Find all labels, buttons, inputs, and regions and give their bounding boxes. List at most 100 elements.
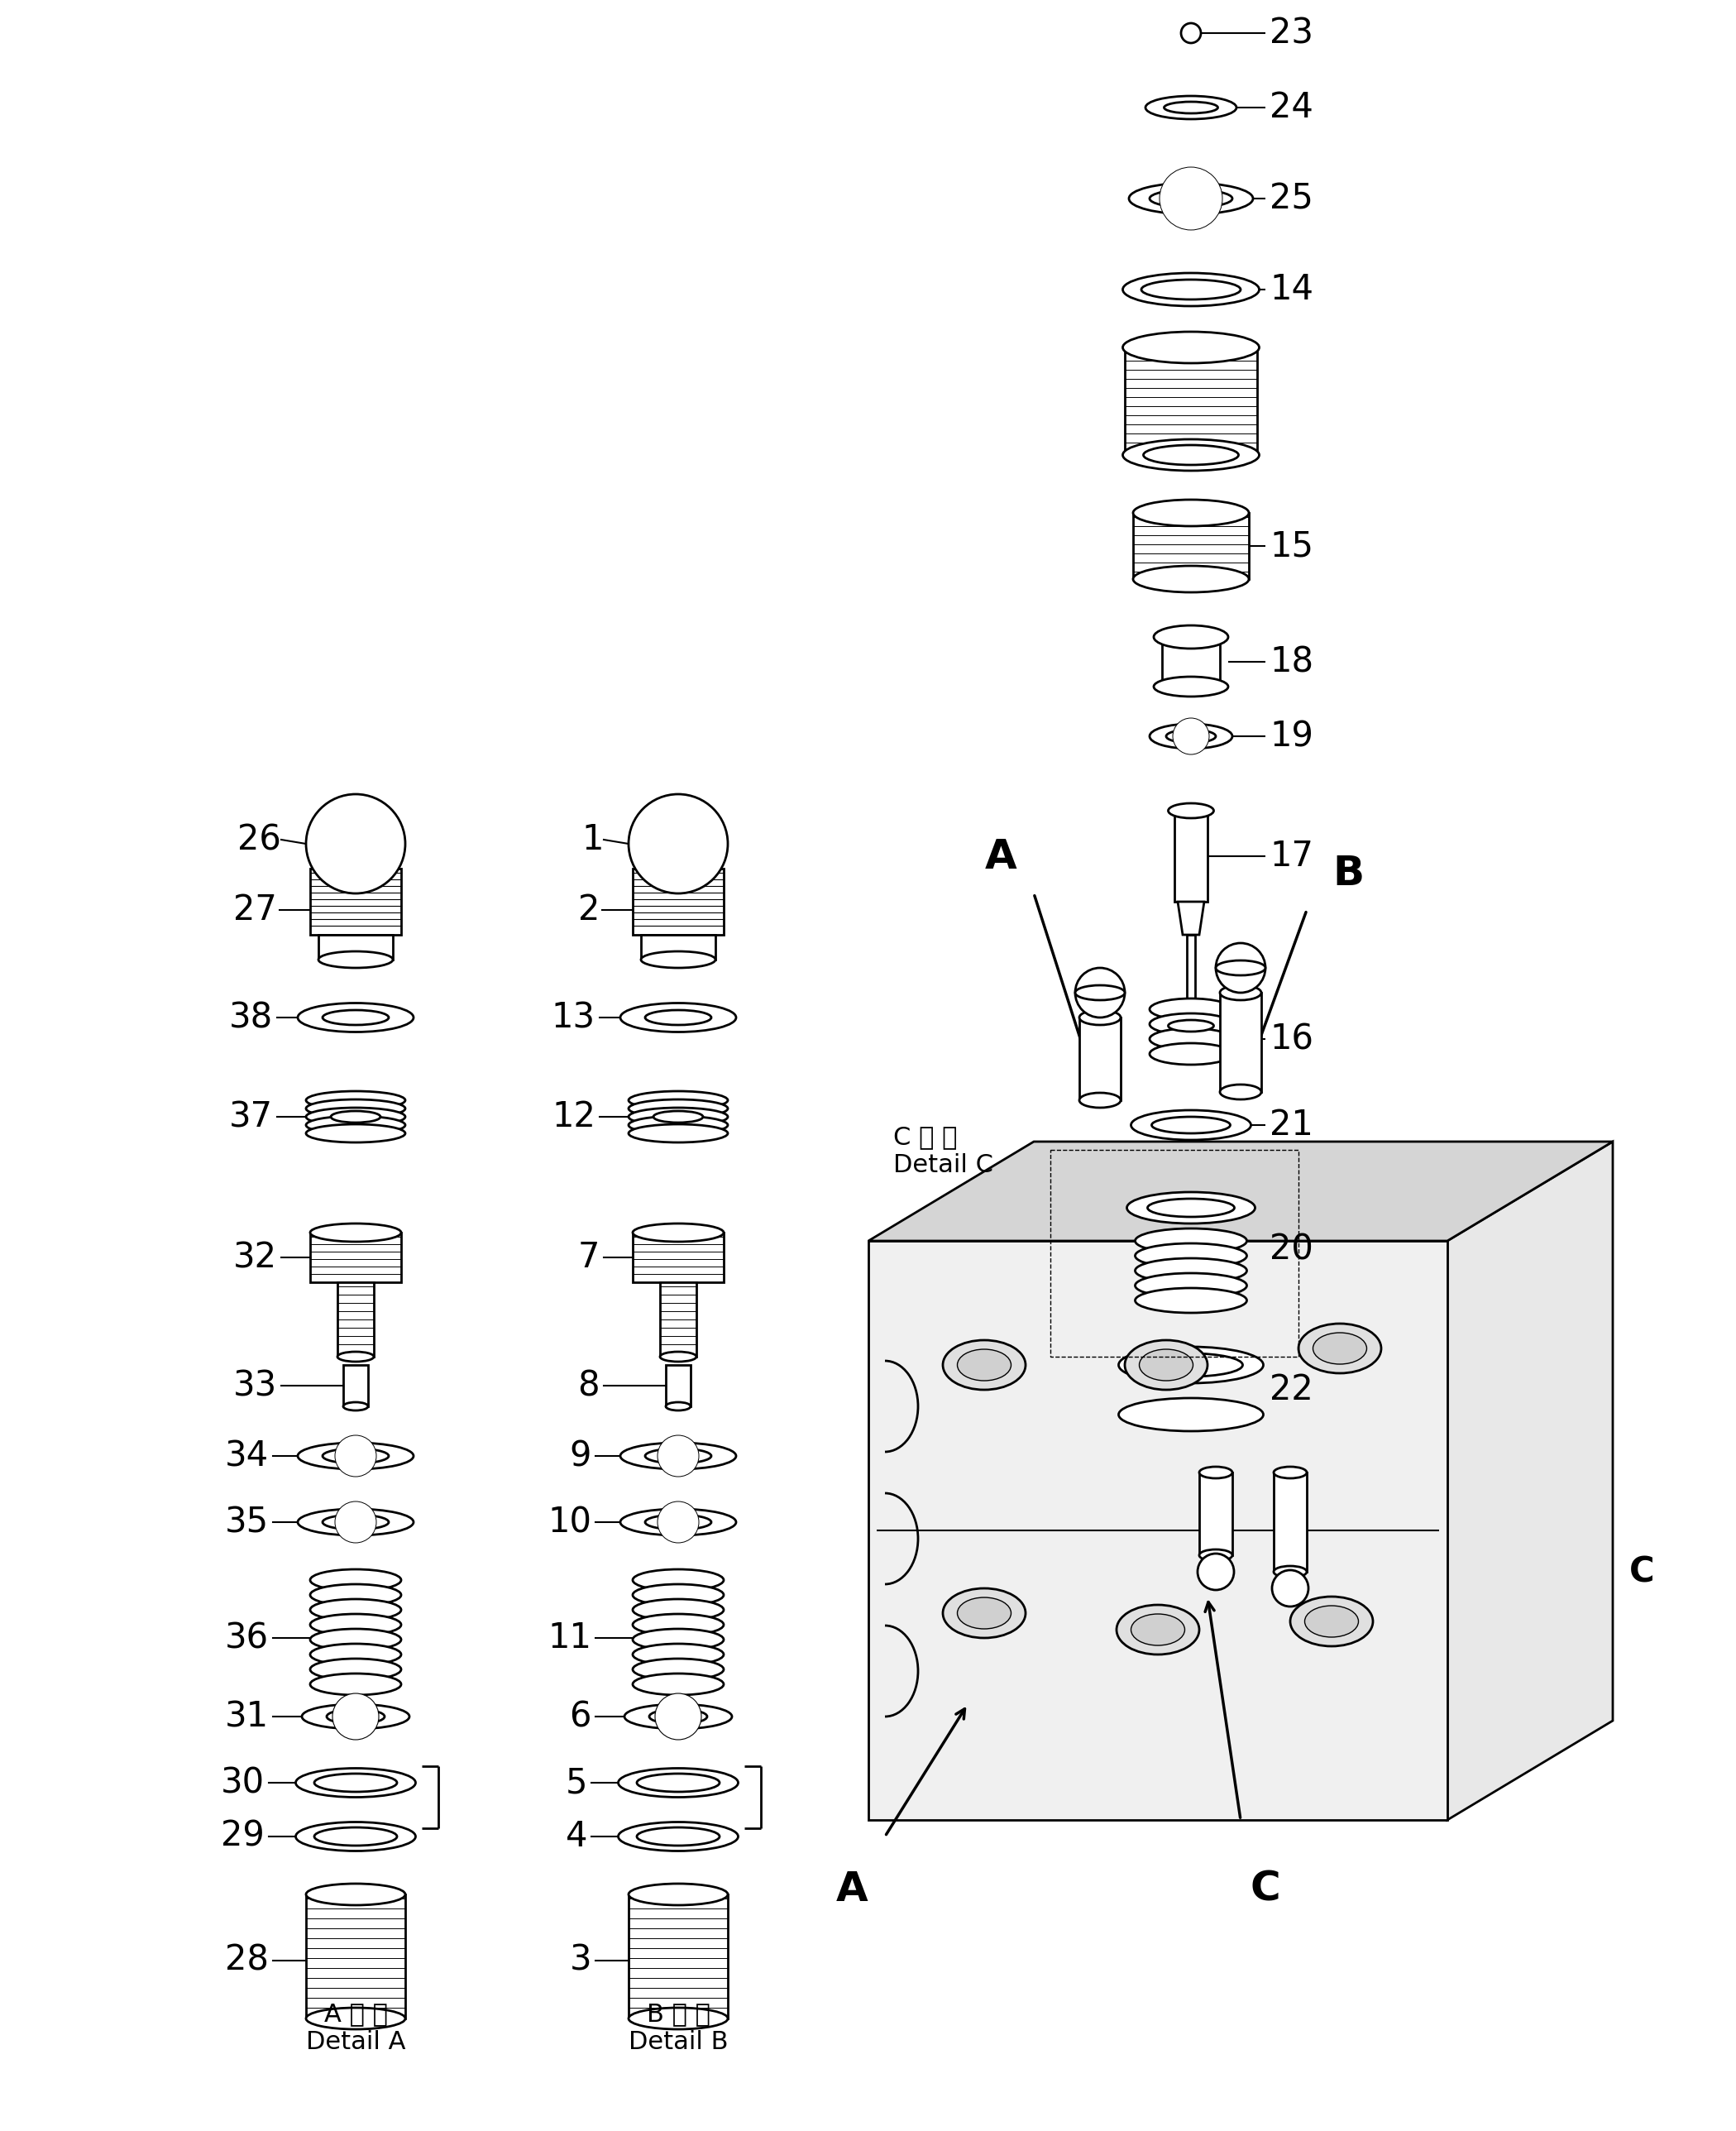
Text: 38: 38 (229, 999, 273, 1036)
Ellipse shape (649, 1709, 707, 1724)
Text: 12: 12 (552, 1100, 595, 1134)
Ellipse shape (299, 1443, 413, 1468)
Text: 5: 5 (566, 1764, 587, 1801)
Ellipse shape (628, 1100, 727, 1117)
Ellipse shape (646, 1449, 712, 1464)
Ellipse shape (1305, 1605, 1359, 1637)
Text: 27: 27 (233, 893, 278, 927)
Ellipse shape (632, 1568, 724, 1592)
Text: 35: 35 (226, 1504, 269, 1539)
Ellipse shape (1118, 1347, 1264, 1383)
Text: 16: 16 (1269, 1021, 1314, 1057)
Ellipse shape (1135, 1242, 1246, 1268)
Ellipse shape (314, 1828, 398, 1845)
Text: 26: 26 (238, 823, 281, 857)
Polygon shape (318, 936, 392, 959)
Text: 36: 36 (226, 1620, 269, 1656)
Polygon shape (667, 1366, 691, 1406)
Ellipse shape (302, 1705, 410, 1728)
Ellipse shape (1132, 1110, 1252, 1140)
Ellipse shape (326, 1709, 385, 1724)
Text: 11: 11 (547, 1620, 592, 1656)
Circle shape (335, 1502, 377, 1543)
Ellipse shape (1165, 102, 1219, 113)
Ellipse shape (1080, 1010, 1121, 1025)
Circle shape (1160, 166, 1222, 230)
Ellipse shape (628, 1091, 727, 1110)
Ellipse shape (306, 1117, 404, 1134)
Polygon shape (1161, 637, 1220, 686)
Text: 19: 19 (1269, 718, 1312, 754)
Polygon shape (311, 1232, 401, 1283)
Ellipse shape (1149, 1014, 1233, 1036)
Ellipse shape (632, 1643, 724, 1664)
Circle shape (654, 1694, 701, 1739)
Text: 22: 22 (1269, 1372, 1312, 1406)
Ellipse shape (306, 1884, 404, 1905)
Ellipse shape (1154, 624, 1227, 648)
Ellipse shape (1128, 183, 1253, 215)
Ellipse shape (1132, 1613, 1184, 1645)
Circle shape (1272, 1571, 1309, 1607)
Ellipse shape (1168, 803, 1213, 818)
Circle shape (658, 1502, 700, 1543)
Text: C: C (1250, 1869, 1281, 1909)
Circle shape (333, 1694, 378, 1739)
Ellipse shape (1312, 1332, 1366, 1364)
Ellipse shape (1215, 961, 1266, 976)
Ellipse shape (1127, 1191, 1255, 1223)
Ellipse shape (306, 1091, 404, 1110)
Circle shape (1075, 967, 1125, 1016)
Ellipse shape (299, 1509, 413, 1534)
Ellipse shape (337, 1351, 373, 1362)
Ellipse shape (323, 1449, 389, 1464)
Ellipse shape (1220, 985, 1262, 999)
Ellipse shape (311, 1223, 401, 1242)
Text: 2: 2 (578, 893, 599, 927)
Text: 25: 25 (1269, 181, 1312, 215)
Ellipse shape (943, 1340, 1026, 1389)
Ellipse shape (1134, 567, 1248, 592)
Ellipse shape (1200, 1466, 1233, 1479)
Ellipse shape (632, 1598, 724, 1620)
Text: 1: 1 (582, 823, 604, 857)
Text: 21: 21 (1269, 1108, 1312, 1142)
Polygon shape (1187, 936, 1194, 1002)
Polygon shape (628, 1894, 727, 2018)
Ellipse shape (1144, 445, 1238, 465)
Text: 30: 30 (220, 1764, 264, 1801)
Ellipse shape (632, 1223, 724, 1242)
Ellipse shape (1075, 985, 1125, 999)
Polygon shape (1274, 1473, 1307, 1573)
Text: 28: 28 (226, 1943, 269, 1978)
Ellipse shape (632, 1658, 724, 1679)
Ellipse shape (1123, 332, 1259, 362)
Polygon shape (1177, 901, 1205, 936)
Ellipse shape (1299, 1323, 1382, 1372)
Ellipse shape (1149, 999, 1233, 1021)
Text: 3: 3 (569, 1943, 592, 1978)
Ellipse shape (1149, 725, 1233, 748)
Text: 17: 17 (1269, 840, 1312, 874)
Ellipse shape (1135, 1227, 1246, 1253)
Ellipse shape (632, 1613, 724, 1634)
Text: B: B (1332, 855, 1364, 893)
Ellipse shape (653, 1110, 703, 1123)
Ellipse shape (1135, 1257, 1246, 1283)
Ellipse shape (1200, 1549, 1233, 1562)
Polygon shape (1200, 1473, 1233, 1556)
Text: 13: 13 (552, 999, 595, 1036)
Text: 33: 33 (233, 1368, 278, 1402)
Polygon shape (337, 1283, 373, 1357)
Ellipse shape (1139, 1349, 1193, 1381)
Polygon shape (1134, 514, 1248, 580)
Ellipse shape (311, 1568, 401, 1592)
Ellipse shape (628, 1117, 727, 1134)
Ellipse shape (1274, 1566, 1307, 1577)
Text: 20: 20 (1269, 1232, 1312, 1266)
Text: 4: 4 (566, 1820, 587, 1854)
Text: C 詳 細
Detail C: C 詳 細 Detail C (894, 1125, 993, 1176)
Ellipse shape (1290, 1596, 1373, 1647)
Text: 10: 10 (547, 1504, 592, 1539)
Polygon shape (1125, 347, 1257, 456)
